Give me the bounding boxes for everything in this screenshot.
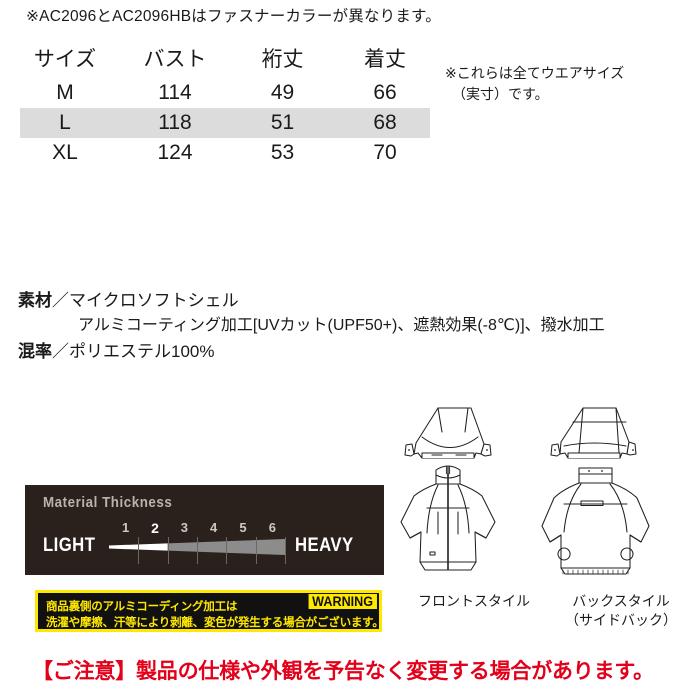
- blend-value: ポリエステル100%: [69, 342, 215, 362]
- cell-bust: 118: [158, 111, 192, 134]
- scale-tick-5: [255, 537, 257, 564]
- garment-line-art: [400, 407, 650, 575]
- scale-number-4: 4: [210, 520, 218, 535]
- scale-tick-3: [197, 537, 198, 564]
- scale-number-1: 1: [122, 520, 130, 535]
- front-jacket-illustration: [400, 407, 496, 571]
- warning-box: WARNING 商品裏側のアルミコーディング加工は 洗濯や摩擦、汗等により剥離、…: [35, 590, 384, 632]
- material-value: マイクロソフトシェル: [69, 291, 239, 310]
- scale-number-5: 5: [239, 520, 247, 535]
- gauge-heavy-label: HEAVY: [295, 535, 354, 556]
- scale-tick-1: [138, 537, 140, 564]
- cell-length: 70: [373, 141, 397, 164]
- table-row: M 114 49 66: [0, 78, 440, 108]
- column-header-size: サイズ: [33, 48, 97, 71]
- material-label: 素材: [18, 291, 52, 310]
- cell-sleeve: 51: [270, 111, 295, 134]
- back-style-caption: バックスタイル （サイドバック）: [565, 593, 677, 628]
- blend-line: 混率／ポリエステル100%: [18, 339, 688, 365]
- cell-bust: 114: [158, 81, 192, 104]
- scale-tick-2: [167, 537, 169, 564]
- material-line: 素材／マイクロソフトシェル: [18, 288, 688, 314]
- back-jacket-illustration: [541, 407, 650, 575]
- material-thickness-panel: Material Thickness LIGHT HEAVY 1 2 3 4 5 6: [25, 485, 384, 575]
- warning-badge: WARNING: [308, 594, 377, 609]
- table-row: XL 124 53 70: [0, 138, 440, 168]
- zipper-color-note: ※AC2096とAC2096HBはファスナーカラーが異なります。: [26, 8, 441, 25]
- size-table: サイズ バスト 裄丈 着丈 M 114 49 66 L 118 51 68 XL…: [0, 42, 440, 168]
- blend-separator: ／: [52, 342, 69, 362]
- column-header-sleeve: 裄丈: [261, 48, 304, 71]
- scale-number-6: 6: [268, 520, 276, 535]
- thickness-title: Material Thickness: [43, 495, 173, 511]
- scale-number-2: 2: [151, 520, 159, 536]
- material-detail: アルミコーティング加工[UVカット(UPF50+)、遮熱効果(-8℃)]、撥水加…: [78, 317, 605, 335]
- footer-notice: 【ご注意】製品の仕様や外観を予告なく変更する場合があります。: [32, 660, 654, 683]
- cell-length: 66: [373, 81, 397, 104]
- table-row-highlighted: L 118 51 68: [0, 108, 440, 138]
- row-highlight-band: [20, 108, 430, 138]
- scale-tick-4: [226, 537, 228, 564]
- table-header-row: サイズ バスト 裄丈 着丈: [0, 42, 440, 78]
- material-separator: ／: [52, 291, 69, 310]
- cell-sleeve: 49: [270, 81, 295, 104]
- column-header-bust: バスト: [143, 48, 207, 71]
- warning-line-2: 洗濯や摩擦、汗等により剥離、変色が発生する場合がございます。: [46, 617, 384, 629]
- warning-line-1: 商品裏側のアルミコーディング加工は: [46, 601, 238, 613]
- scale-tick-6: [285, 537, 286, 564]
- column-header-length: 着丈: [364, 48, 406, 71]
- cell-size: L: [59, 111, 71, 134]
- actual-size-note: ※これらは全てウエアサイズ （実寸）です。: [445, 65, 625, 102]
- front-style-caption: フロントスタイル: [418, 593, 530, 609]
- gauge-light-label: LIGHT: [43, 535, 96, 556]
- cell-length: 68: [373, 111, 397, 134]
- cell-bust: 124: [157, 141, 193, 164]
- blend-label: 混率: [18, 342, 52, 362]
- thickness-scale: 1 2 3 4 5 6: [109, 520, 286, 567]
- scale-number-3: 3: [180, 520, 188, 535]
- thickness-gauge: LIGHT HEAVY 1 2 3 4 5 6: [43, 520, 373, 567]
- cell-size: M: [56, 81, 74, 104]
- cell-sleeve: 53: [270, 141, 295, 164]
- cell-size: XL: [52, 141, 78, 164]
- garment-illustrations: フロントスタイル バックスタイル （サイドバック）: [398, 392, 693, 642]
- material-spec-block: 素材／マイクロソフトシェル アルミコーティング加工[UVカット(UPF50+)、…: [18, 288, 688, 365]
